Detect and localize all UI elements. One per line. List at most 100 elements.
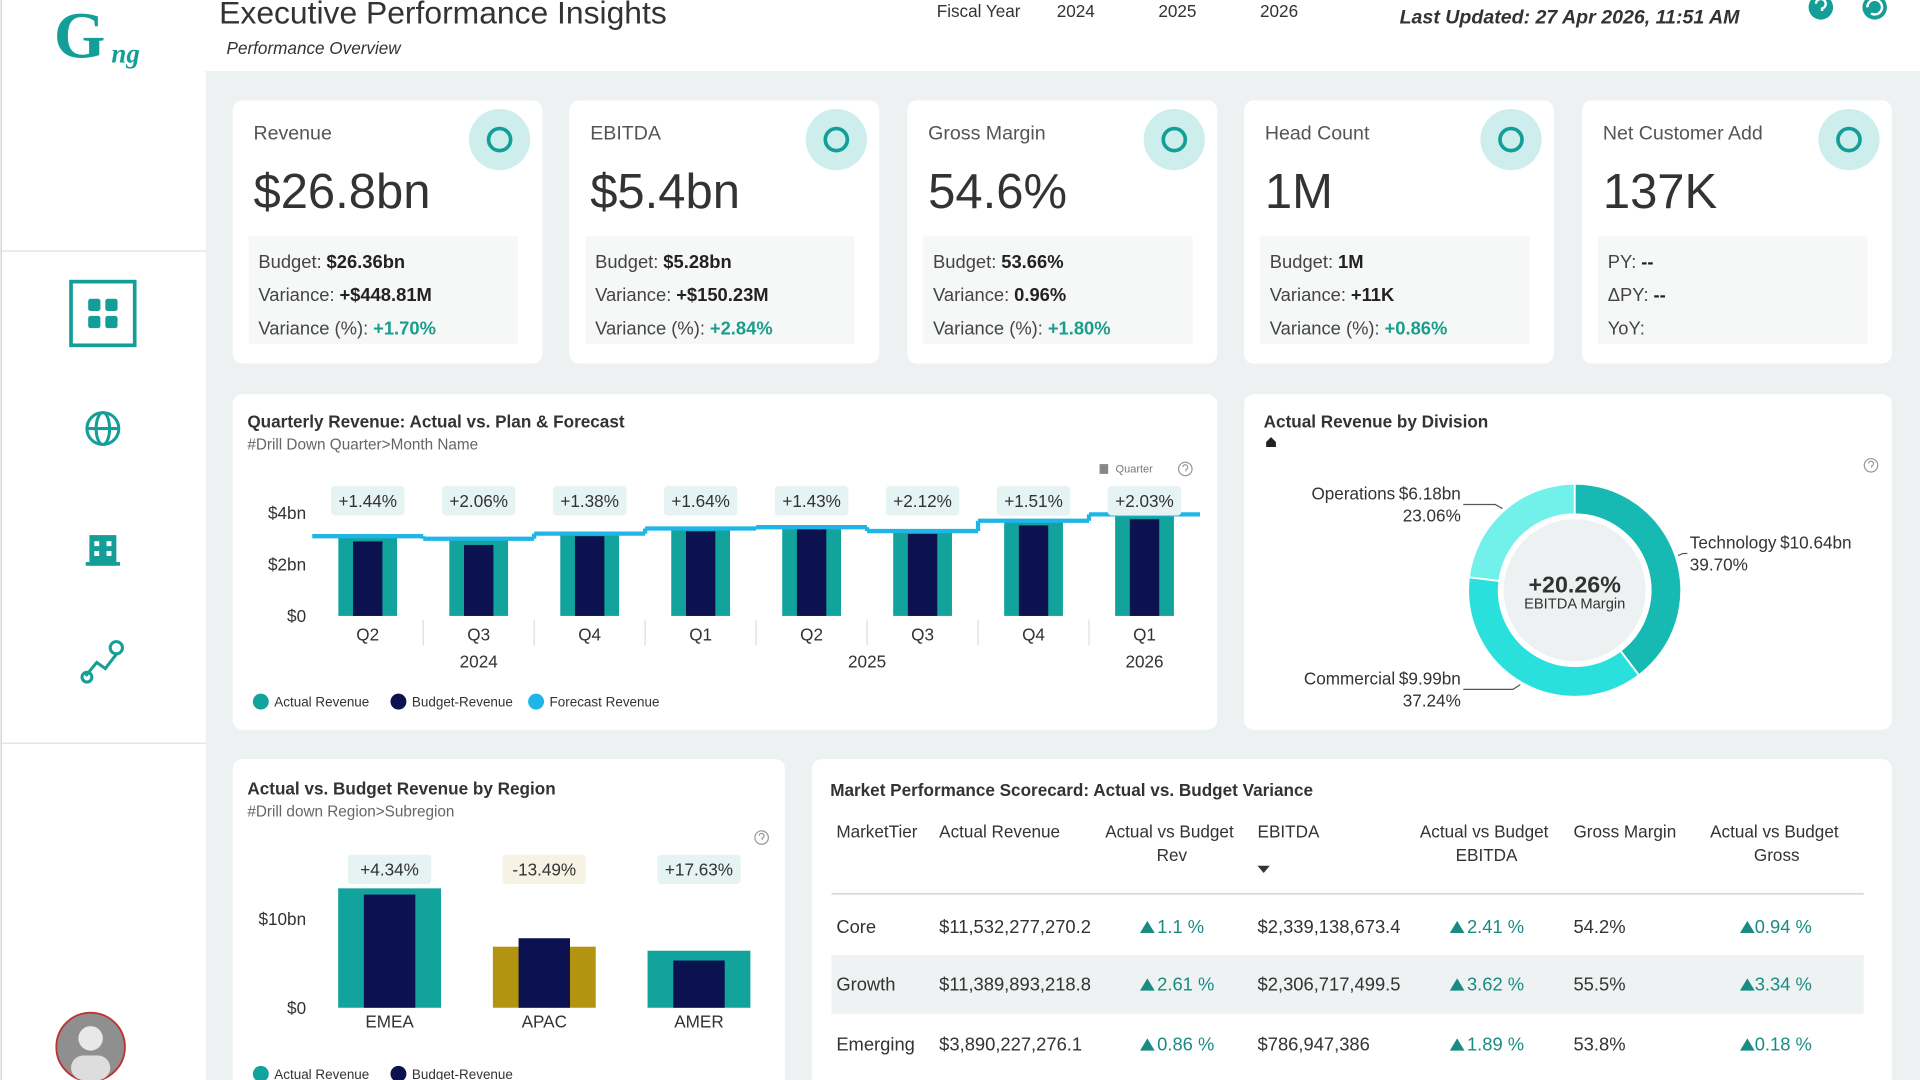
table-cell: 0.94 % (1755, 916, 1812, 937)
budget-bar (518, 938, 570, 1008)
y-tick-label: $2bn (268, 555, 306, 575)
column-header[interactable]: Actual vs Budget Gross (1710, 822, 1843, 865)
logo-letter: G (54, 0, 105, 73)
kpi-detail-label: Budget: (258, 251, 321, 272)
variance-label: +2.03% (1115, 491, 1174, 511)
legend-swatch (390, 693, 407, 710)
kpi-detail-label: Budget: (595, 251, 658, 272)
kpi-detail-value: 1M (1338, 251, 1364, 272)
donut-slice (1467, 482, 1576, 582)
column-header[interactable]: MarketTier (836, 822, 917, 842)
user-avatar[interactable] (55, 1011, 126, 1080)
variance-label: +2.12% (893, 491, 952, 511)
nav-building[interactable] (85, 535, 120, 566)
kpi-detail-value: -- (1641, 251, 1653, 272)
variance-label-box (441, 486, 516, 516)
x-group-label: 2025 (848, 651, 886, 671)
chart-subtitle: #Drill down Region>Subregion (247, 804, 454, 821)
kpi-detail-value: +2.84% (710, 317, 773, 338)
kpi-detail-box (923, 236, 1193, 345)
sort-indicator[interactable] (1257, 865, 1270, 874)
variance-label-box (502, 854, 586, 885)
nav-dashboard[interactable] (69, 279, 137, 348)
info-icon-mark (1182, 464, 1189, 472)
kpi-detail-label: PY: (1608, 251, 1637, 272)
kpi-detail-value: 0.96% (1014, 284, 1066, 305)
kpi-detail-label: Budget: (933, 251, 996, 272)
kpi-detail: Variance: +$150.23M (595, 284, 768, 305)
kpi-icon (486, 126, 513, 153)
x-tick-label: Q3 (911, 624, 934, 644)
kpi-detail: Variance (%): +0.86% (1270, 317, 1448, 338)
kpi-detail-label: Variance (%): (595, 317, 705, 338)
table-cell: $2,339,138,673.4 (1258, 916, 1401, 937)
variance-label-box (996, 486, 1071, 516)
slice-percent: 23.06% (1403, 506, 1461, 526)
kpi-icon-bg (1480, 108, 1542, 171)
slice-name: Technology (1690, 533, 1777, 553)
legend-label: Budget-Revenue (412, 1067, 513, 1080)
x-tick-label: Q3 (467, 624, 490, 644)
legend-label: Actual Revenue (274, 695, 369, 710)
last-updated: Last Updated: 27 Apr 2026, 11:51 AM (1400, 6, 1741, 28)
chart-title: Quarterly Revenue: Actual vs. Plan & For… (247, 411, 624, 431)
column-header[interactable]: EBITDA (1258, 822, 1320, 842)
kpi-detail-label: Variance: (595, 284, 671, 305)
y-tick-label: $0 (287, 998, 306, 1018)
kpi-detail: Budget: 1M (1270, 251, 1364, 272)
kpi-detail-label: Variance: (933, 284, 1009, 305)
table-cell: $2,306,717,499.5 (1258, 974, 1401, 995)
column-header[interactable]: Actual Revenue (939, 822, 1060, 842)
control-icon (1099, 464, 1109, 474)
budget-bar (907, 533, 938, 616)
table-cell: 1.89 % (1467, 1034, 1524, 1055)
variance-label-box (347, 854, 432, 885)
column-header-line: Actual Revenue (939, 822, 1060, 842)
kpi-detail: Budget: $5.28bn (595, 251, 732, 272)
drill-control[interactable]: Quarter (1116, 464, 1154, 476)
variance-label: +1.38% (560, 491, 619, 511)
variance-label: +4.34% (360, 860, 419, 880)
kpi-detail: Budget: 53.66% (933, 251, 1063, 272)
variance-label-box (663, 486, 738, 516)
table-title: Market Performance Scorecard: Actual vs.… (830, 780, 1313, 800)
fiscal-year-option[interactable]: 2026 (1260, 1, 1298, 21)
kpi-detail-label: YoY: (1608, 317, 1645, 338)
table-cell: 3.62 % (1467, 974, 1524, 995)
table-cell: 53.8% (1573, 1034, 1625, 1055)
column-header[interactable]: Gross Margin (1573, 822, 1676, 842)
page-title: Executive Performance Insights (219, 0, 667, 30)
x-tick-label: Q4 (578, 624, 601, 644)
x-tick-label: Q2 (800, 624, 823, 644)
kpi-detail-box (1597, 236, 1868, 345)
donut-center (1503, 519, 1646, 662)
kpi-icon (1836, 126, 1862, 153)
variance-up-icon (1140, 1038, 1155, 1051)
budget-bar (574, 536, 605, 616)
kpi-detail: Variance: +11K (1270, 284, 1395, 305)
column-header[interactable]: Actual vs Budget Rev (1105, 822, 1238, 865)
variance-label: +1.64% (671, 491, 730, 511)
kpi-icon (1498, 126, 1524, 153)
fiscal-year-option[interactable]: 2024 (1057, 1, 1096, 21)
kpi-icon-bg (1143, 108, 1205, 171)
y-tick-label: $10bn (258, 909, 306, 929)
home-icon[interactable] (1266, 437, 1276, 447)
table-cell: 2.61 % (1157, 974, 1214, 995)
variance-label: -13.49% (512, 860, 576, 880)
kpi-icon (823, 126, 850, 153)
variance-label: +1.44% (338, 491, 397, 511)
column-header[interactable]: Actual vs Budget EBITDA (1420, 822, 1553, 865)
table-cell: Core (836, 916, 876, 937)
nav-globe[interactable] (85, 411, 121, 447)
fiscal-year-option[interactable]: 2025 (1158, 1, 1196, 21)
info-icon (1863, 457, 1879, 473)
variance-up-icon (1140, 978, 1155, 991)
slice-percent: 39.70% (1690, 555, 1748, 575)
help-button[interactable] (1808, 0, 1834, 20)
column-header-line: Gross (1754, 845, 1800, 865)
refresh-button[interactable] (1862, 0, 1887, 20)
slice-amount: $9.99bn (1399, 668, 1461, 688)
nav-analytics[interactable] (80, 640, 124, 684)
kpi-detail: ΔPY: -- (1608, 284, 1666, 305)
